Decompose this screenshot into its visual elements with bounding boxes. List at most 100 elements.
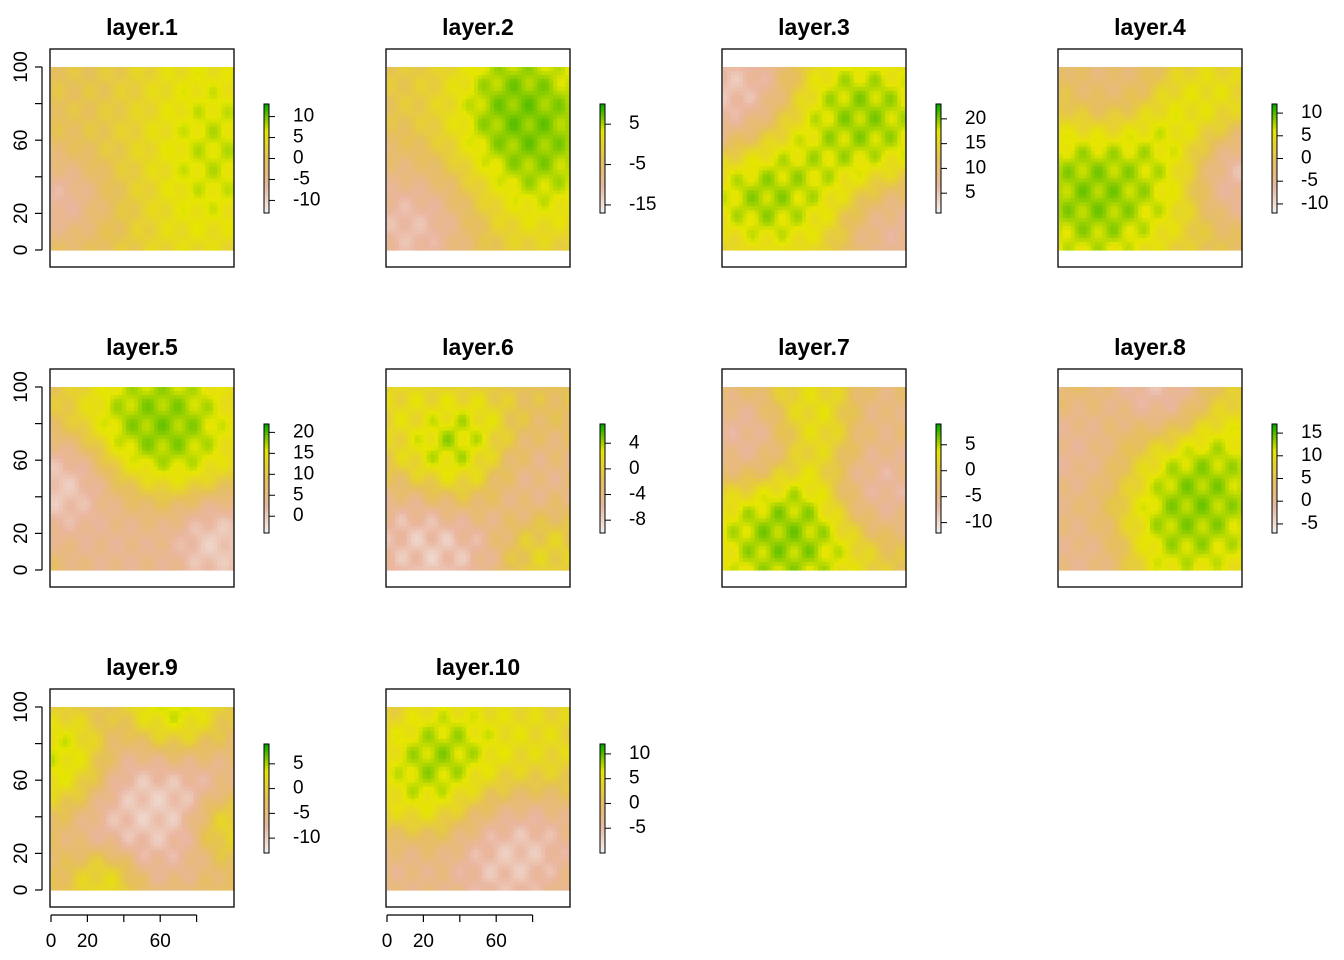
raster-cell (738, 82, 744, 88)
raster-cell (742, 142, 748, 148)
raster-cell (62, 154, 68, 160)
raster-cell (525, 166, 531, 172)
raster-cell (537, 150, 542, 156)
raster-cell (545, 114, 550, 120)
raster-cell (517, 194, 523, 199)
raster-cell (442, 174, 447, 179)
raster-cell (134, 118, 139, 124)
raster-cell (169, 98, 175, 104)
raster-cell (213, 174, 218, 179)
raster-cell (478, 126, 483, 132)
raster-cell (169, 210, 175, 215)
raster-cell (454, 162, 459, 168)
raster-cell (517, 98, 523, 104)
raster-cell (766, 226, 772, 231)
raster-cell (470, 126, 475, 132)
raster-cell (94, 214, 100, 219)
raster-cell (553, 146, 558, 152)
raster-cell (481, 142, 487, 148)
raster-cell (145, 186, 151, 191)
raster-cell (221, 122, 226, 128)
raster-cell (118, 174, 123, 179)
raster-cell (754, 102, 760, 108)
raster-cell (513, 150, 519, 156)
raster-cell (414, 186, 420, 191)
raster-cell (209, 170, 214, 176)
raster-cell (398, 106, 404, 112)
raster-cell (229, 170, 234, 176)
raster-cell (493, 74, 499, 80)
raster-cell (723, 94, 728, 100)
raster-cell (422, 134, 428, 140)
raster-cell (561, 182, 566, 187)
raster-cell (525, 170, 531, 176)
raster-cell (74, 67, 80, 72)
raster-cell (726, 94, 732, 100)
raster-cell (62, 174, 68, 179)
raster-cell (774, 102, 779, 108)
raster-cell (438, 130, 443, 136)
raster-cell (517, 94, 523, 100)
raster-cell (225, 222, 230, 227)
raster-cell (398, 226, 404, 231)
raster-cell (750, 246, 756, 251)
raster-cell (770, 226, 776, 231)
raster-cell (478, 198, 483, 203)
raster-cell (481, 154, 487, 160)
raster-cell (165, 234, 171, 239)
raster-cell (78, 130, 84, 136)
raster-cell (66, 222, 72, 227)
raster-cell (430, 114, 436, 120)
legend-swatch (600, 180, 605, 184)
raster-cell (489, 138, 495, 144)
raster-cell (66, 98, 72, 104)
raster-cell (734, 154, 740, 160)
raster-cell (165, 206, 171, 211)
raster-cell (561, 110, 566, 116)
raster-cell (770, 238, 776, 243)
raster-cell (221, 130, 226, 136)
raster-cell (434, 86, 440, 92)
raster-cell (145, 230, 151, 235)
raster-cell (438, 102, 443, 108)
raster-cell (402, 226, 408, 231)
raster-cell (118, 210, 123, 215)
raster-cell (122, 222, 127, 227)
raster-cell (106, 146, 111, 152)
raster-cell (142, 118, 147, 124)
raster-cell (442, 214, 447, 219)
raster-cell (565, 98, 570, 104)
raster-cell (738, 230, 744, 235)
raster-cell (394, 238, 400, 243)
raster-cell (205, 214, 210, 219)
raster-cell (730, 94, 736, 100)
raster-cell (142, 94, 147, 100)
raster-cell (221, 110, 226, 116)
raster-cell (74, 86, 80, 92)
raster-cell (398, 158, 404, 164)
raster-cell (466, 90, 471, 96)
raster-cell (426, 114, 432, 120)
raster-cell (225, 122, 230, 128)
raster-cell (758, 146, 764, 152)
raster-cell (450, 114, 455, 120)
raster-cell (730, 230, 736, 235)
raster-cell (466, 218, 471, 223)
legend-swatch (600, 155, 605, 160)
raster-cell (189, 106, 195, 112)
raster-cell (197, 170, 202, 176)
raster-cell (537, 102, 542, 108)
raster-cell (513, 82, 519, 88)
raster-cell (738, 222, 744, 227)
raster-cell (149, 218, 155, 223)
legend-swatch (264, 106, 269, 110)
raster-cell (193, 122, 198, 128)
raster-cell (169, 78, 175, 84)
raster-cell (485, 210, 491, 215)
raster-cell (517, 162, 523, 168)
raster-cell (66, 154, 72, 160)
raster-cell (450, 174, 455, 179)
raster-cell (738, 154, 744, 160)
raster-cell (501, 242, 507, 247)
raster-cell (557, 130, 562, 136)
